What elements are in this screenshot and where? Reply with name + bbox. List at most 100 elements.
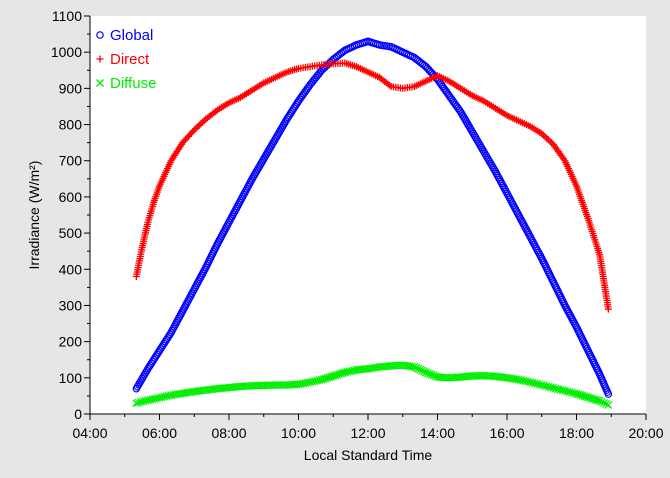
x-tick-label: 20:00 [628, 425, 663, 441]
data-point [549, 383, 558, 392]
data-point [329, 60, 337, 68]
legend-label: Direct [110, 51, 150, 68]
data-point [457, 84, 465, 92]
data-point [456, 373, 465, 382]
data-point [514, 375, 523, 384]
data-point [398, 48, 407, 56]
data-point [178, 307, 187, 315]
data-point [306, 63, 314, 71]
data-point [549, 278, 558, 286]
data-point [561, 301, 569, 310]
y-tick-label: 1000 [51, 44, 82, 60]
x-axis-label: Local Standard Time [304, 447, 433, 463]
data-point [480, 147, 488, 156]
data-point [584, 215, 592, 223]
data-point [549, 140, 557, 148]
trace-marker [153, 394, 162, 403]
trace-marker [539, 131, 547, 139]
data-point [144, 218, 152, 226]
data-point [364, 68, 372, 76]
data-point [376, 74, 384, 82]
legend-marker [96, 79, 104, 87]
data-point [468, 92, 476, 100]
data-point [364, 364, 372, 373]
trace-marker [150, 394, 159, 403]
trace-marker [166, 330, 174, 339]
data-point [271, 135, 280, 143]
data-point [410, 363, 419, 371]
legend: Global Direct Diffuse [96, 27, 156, 92]
y-tick-label: 800 [59, 117, 83, 133]
data-point [138, 244, 146, 252]
trace-marker [602, 400, 611, 408]
series-diffuse [132, 361, 613, 409]
trace-marker [313, 376, 321, 385]
data-point [155, 346, 164, 355]
data-point [167, 391, 176, 400]
trace-marker [516, 376, 525, 385]
data-point [399, 84, 407, 92]
data-point [143, 396, 152, 405]
trace-marker [162, 392, 171, 401]
y-tick-label: 500 [59, 225, 83, 241]
y-tick-label: 900 [59, 80, 83, 96]
trace-marker [543, 134, 551, 142]
trace-marker [519, 376, 528, 385]
data-point [225, 218, 233, 227]
trace-marker [146, 395, 155, 404]
legend-item-direct: Direct [96, 51, 150, 68]
data-point [259, 381, 268, 390]
data-point [352, 365, 361, 374]
data-point [132, 384, 141, 393]
data-point [155, 393, 164, 402]
data-point [294, 97, 303, 105]
data-point [604, 400, 613, 409]
data-point [596, 251, 604, 259]
data-point [236, 382, 245, 391]
trace-marker [418, 366, 427, 375]
data-point [537, 381, 546, 390]
trace-marker [540, 381, 549, 390]
trace-marker [134, 398, 143, 407]
data-point [178, 389, 187, 398]
data-point [179, 139, 187, 147]
data-point [422, 77, 430, 85]
data-point [595, 397, 604, 405]
trace-marker [528, 378, 537, 387]
trace-marker [544, 382, 553, 391]
data-point [144, 364, 152, 373]
data-point [190, 285, 199, 293]
trace-marker [157, 393, 166, 402]
data-point [213, 384, 222, 393]
trace-marker [593, 396, 602, 405]
data-point [491, 104, 499, 112]
data-point [445, 77, 453, 85]
trace-marker [386, 81, 394, 89]
data-point [515, 117, 523, 125]
trace-marker [416, 365, 425, 374]
trace-marker [148, 395, 157, 404]
data-point [537, 254, 546, 263]
y-tick-label: 100 [59, 370, 83, 386]
trace-marker [412, 363, 421, 372]
data-point [387, 42, 395, 51]
legend-item-diffuse: Diffuse [96, 75, 156, 92]
trace-marker [310, 377, 319, 386]
data-point [282, 381, 291, 390]
trace-marker [192, 124, 200, 132]
data-point [271, 74, 279, 82]
trace-marker [137, 398, 145, 406]
data-point [480, 97, 488, 105]
trace-marker [600, 399, 608, 407]
data-point [150, 198, 158, 206]
data-point [422, 62, 430, 71]
data-point [329, 372, 338, 380]
data-point [468, 372, 477, 380]
data-point [503, 189, 511, 198]
trace-marker [523, 377, 532, 386]
data-point [572, 389, 581, 398]
trace-marker [554, 385, 562, 394]
data-point [445, 91, 453, 100]
trace-marker [160, 392, 169, 401]
legend-label: Diffuse [110, 75, 156, 92]
